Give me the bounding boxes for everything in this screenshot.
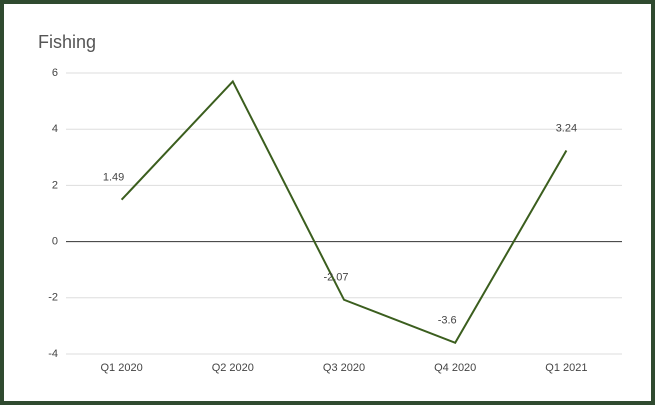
- y-tick-label: 2: [52, 179, 58, 191]
- data-label: -3.6: [438, 315, 457, 327]
- data-label: -2.07: [323, 272, 348, 284]
- data-label: 3.24: [556, 122, 577, 134]
- x-tick-label: Q3 2020: [323, 362, 365, 374]
- y-tick-label: -4: [48, 348, 58, 360]
- x-tick-label: Q4 2020: [434, 362, 476, 374]
- x-tick-label: Q2 2020: [212, 362, 254, 374]
- chart-title: Fishing: [38, 32, 96, 52]
- series-line: [120, 79, 568, 345]
- y-tick-label: -2: [48, 292, 58, 304]
- x-tick-label: Q1 2020: [100, 362, 142, 374]
- y-tick-label: 0: [52, 236, 58, 248]
- data-label: 1.49: [103, 172, 124, 184]
- y-tick-label: 6: [52, 67, 58, 79]
- x-tick-label: Q1 2021: [545, 362, 587, 374]
- y-tick-label: 4: [52, 123, 58, 135]
